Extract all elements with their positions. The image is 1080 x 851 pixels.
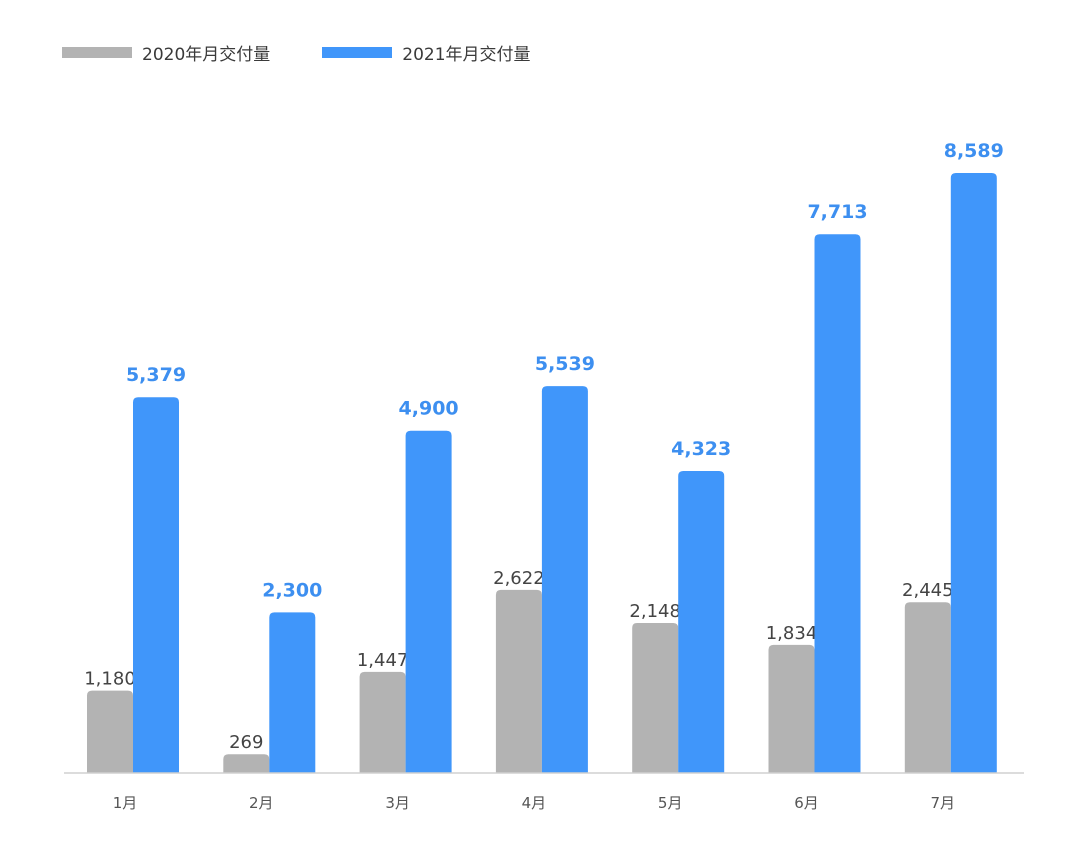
data-label-2020-5: 2,148: [629, 601, 681, 622]
bar-2021-4: [541, 386, 588, 773]
legend-swatch-2021: [322, 47, 393, 58]
x-tick-label-7: 7月: [931, 794, 956, 812]
x-tick-label-6: 6月: [794, 794, 819, 812]
data-label-2020-1: 1,180: [84, 669, 136, 690]
data-label-2020-3: 1,447: [357, 650, 409, 671]
data-label-2021-7: 8,589: [944, 140, 1004, 162]
x-tick-label-4: 4月: [522, 794, 547, 812]
legend-item-2021: 2021年月交付量: [322, 40, 531, 65]
bar-2020-6: [768, 644, 815, 773]
data-label-2021-3: 4,900: [399, 398, 459, 420]
data-label-2021-4: 5,539: [535, 353, 595, 375]
bar-2020-5: [632, 622, 679, 773]
bar-2020-7: [904, 602, 951, 773]
chart-legend: 2020年月交付量 2021年月交付量: [62, 40, 583, 65]
legend-label-2020: 2020年月交付量: [142, 45, 271, 65]
x-tick-label-1: 1月: [113, 794, 138, 812]
legend-label-2021: 2021年月交付量: [402, 45, 531, 65]
x-tick-label-5: 5月: [658, 794, 683, 812]
legend-swatch-2020: [62, 47, 132, 58]
bar-2021-5: [678, 471, 725, 773]
data-label-2020-7: 2,445: [902, 580, 954, 601]
data-label-2021-1: 5,379: [126, 364, 186, 386]
x-tick-label-2: 2月: [249, 794, 274, 812]
data-label-2021-2: 2,300: [262, 579, 322, 601]
data-label-2020-6: 1,834: [766, 623, 818, 644]
bar-2021-6: [814, 234, 861, 773]
bar-2020-3: [359, 671, 406, 773]
bar-2021-7: [950, 173, 997, 773]
data-label-2021-6: 7,713: [807, 201, 867, 223]
legend-item-2020: 2020年月交付量: [62, 40, 270, 65]
bar-2020-1: [87, 690, 133, 773]
bar-2020-2: [223, 754, 270, 773]
data-label-2021-5: 4,323: [671, 438, 731, 460]
x-tick-label-3: 3月: [385, 794, 410, 812]
bar-2020-4: [495, 589, 542, 773]
data-label-2020-2: 269: [229, 732, 263, 753]
data-label-2020-4: 2,622: [493, 568, 545, 589]
bar-2021-1: [133, 397, 179, 773]
bar-2021-3: [405, 430, 452, 773]
bar-2021-2: [269, 612, 316, 773]
